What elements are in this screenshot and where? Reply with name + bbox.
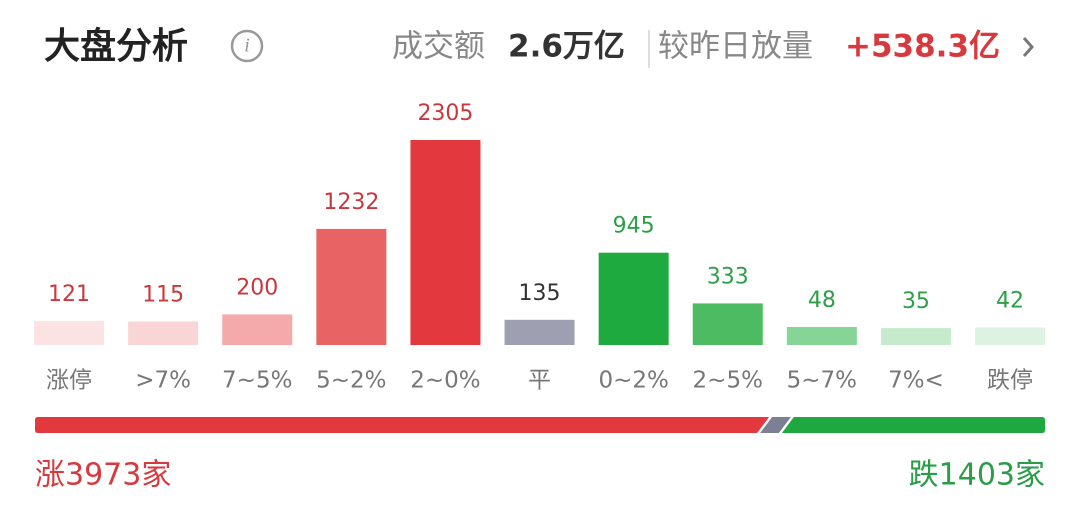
change-label: 较昨日放量 bbox=[658, 29, 813, 65]
title: 大盘分析 bbox=[44, 25, 188, 67]
bar bbox=[222, 314, 293, 345]
bar bbox=[786, 327, 857, 345]
chevron[interactable] bbox=[1022, 37, 1035, 57]
x-tick-label: 7~5% bbox=[222, 368, 292, 394]
change: +538.3亿 bbox=[845, 29, 1000, 65]
bar bbox=[692, 303, 763, 345]
x-tick-label: 跌停 bbox=[987, 368, 1033, 394]
bar bbox=[880, 328, 951, 345]
x-tick-label: 平 bbox=[528, 368, 551, 394]
bar bbox=[975, 327, 1046, 345]
value-label: 200 bbox=[236, 275, 278, 300]
bar bbox=[34, 320, 105, 345]
down-count: 跌1403家 bbox=[909, 458, 1045, 493]
up-bar bbox=[35, 417, 770, 433]
x-tick-label: 2~5% bbox=[693, 368, 763, 394]
bar bbox=[598, 252, 669, 345]
svg-text:i: i bbox=[244, 35, 250, 57]
value-label: 35 bbox=[902, 289, 930, 314]
value-label: 1232 bbox=[323, 190, 379, 215]
value-label: 333 bbox=[707, 264, 749, 289]
info-icon[interactable]: i bbox=[230, 29, 264, 63]
flat-bar bbox=[760, 417, 791, 433]
turnover-label: 成交额 bbox=[392, 29, 485, 65]
value-label: 121 bbox=[48, 282, 90, 307]
bar bbox=[504, 319, 575, 345]
x-tick-label: 7%< bbox=[888, 368, 944, 394]
value-label: 48 bbox=[808, 288, 836, 313]
x-tick-label: >7% bbox=[135, 368, 191, 394]
x-tick-label: 5~7% bbox=[787, 368, 857, 394]
bar bbox=[410, 140, 481, 345]
bar bbox=[128, 321, 199, 345]
down-bar bbox=[781, 417, 1045, 433]
bar bbox=[316, 228, 387, 345]
value-label: 42 bbox=[996, 289, 1024, 314]
x-tick-label: 涨停 bbox=[46, 368, 92, 394]
x-tick-label: 0~2% bbox=[598, 368, 668, 394]
value-label: 945 bbox=[613, 214, 655, 239]
value-label: 135 bbox=[519, 281, 561, 306]
x-tick-label: 5~2% bbox=[316, 368, 386, 394]
value-label: 115 bbox=[142, 282, 184, 307]
turnover: 2.6万亿 bbox=[508, 29, 625, 65]
up-count: 涨3973家 bbox=[35, 458, 171, 493]
x-tick-label: 2~0% bbox=[410, 368, 480, 394]
value-label: 2305 bbox=[417, 101, 473, 126]
